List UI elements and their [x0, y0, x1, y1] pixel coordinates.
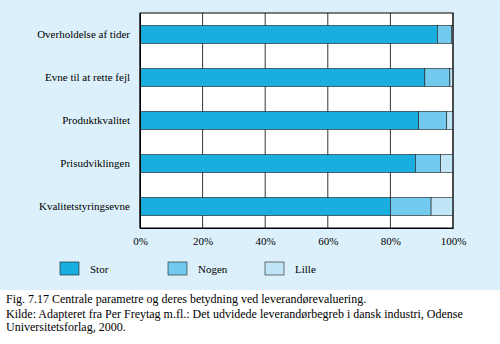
caption-source: Kilde: Adapteret fra Per Freytag m.fl.: …	[6, 307, 463, 334]
legend-item: Nogen	[168, 262, 228, 275]
bar-segment	[415, 154, 440, 172]
plot-background	[140, 13, 453, 228]
category-label: Prisudviklingen	[60, 157, 130, 169]
category-label: Kvalitetstyringsevne	[39, 200, 130, 212]
legend-label: Lille	[295, 263, 316, 275]
category-label: Produktkvalitet	[62, 114, 130, 126]
x-tick: 60%	[318, 228, 338, 247]
x-tick: 20%	[193, 228, 213, 247]
x-tick: 40%	[256, 228, 276, 247]
legend-swatch	[60, 262, 79, 275]
caption-title: Fig. 7.17 Centrale parametre og deres be…	[6, 292, 366, 306]
bar-segment	[447, 111, 453, 129]
legend-item: Stor	[60, 262, 109, 275]
legend-label: Stor	[90, 263, 109, 275]
x-tick-label: 20%	[193, 235, 213, 247]
y-tick: Evne til at rette fejl	[45, 71, 140, 83]
x-tick-label: 100%	[441, 235, 467, 247]
y-tick: Overholdelse af tider	[37, 28, 140, 40]
bar-segment	[140, 154, 415, 172]
bar-segment	[140, 25, 437, 43]
bar-segment	[140, 68, 425, 86]
y-tick: Prisudviklingen	[60, 157, 140, 169]
x-tick-label: 40%	[256, 235, 276, 247]
bars	[140, 25, 453, 215]
y-tick: Produktkvalitet	[62, 114, 140, 126]
category-label: Evne til at rette fejl	[45, 71, 130, 83]
legend-swatch	[168, 262, 187, 275]
x-tick-label: 0%	[133, 235, 148, 247]
bar-segment	[140, 197, 390, 215]
x-tick: 80%	[381, 228, 401, 247]
bar-segment	[140, 111, 419, 129]
legend-item: Lille	[265, 262, 316, 275]
x-axis-line	[141, 228, 454, 229]
y-tick: Kvalitetstyringsevne	[39, 200, 140, 212]
bar-segment	[440, 154, 453, 172]
y-axis-line	[140, 14, 141, 229]
x-tick: 0%	[133, 228, 148, 247]
bar-segment	[425, 68, 450, 86]
bar-segment	[419, 111, 447, 129]
grid	[140, 13, 453, 228]
plot-frame	[140, 13, 453, 228]
chart-background	[0, 0, 500, 290]
x-tick-label: 80%	[381, 235, 401, 247]
chart: 0% 20% 40% 60% 80% 100% Overholdelse af tider E…	[0, 0, 500, 344]
bar-segment	[437, 25, 451, 43]
x-tick: 100%	[441, 228, 467, 247]
y-axis: Overholdelse af tider Evne til at rette f…	[37, 14, 140, 229]
category-label: Overholdelse af tider	[37, 28, 130, 40]
legend-swatch	[265, 262, 284, 275]
bar-segment	[390, 197, 431, 215]
x-axis: 0% 20% 40% 60% 80% 100%	[133, 228, 466, 247]
legend: Stor Nogen Lille	[60, 262, 316, 275]
bar-segment	[431, 197, 453, 215]
x-tick-label: 60%	[318, 235, 338, 247]
legend-label: Nogen	[198, 263, 228, 275]
